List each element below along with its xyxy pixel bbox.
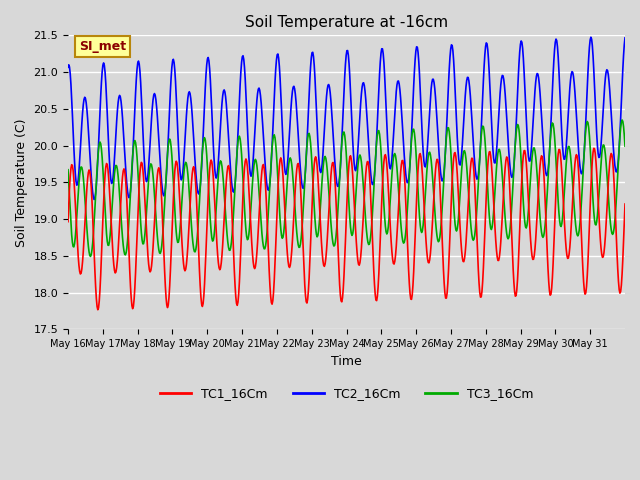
Title: Soil Temperature at -16cm: Soil Temperature at -16cm xyxy=(245,15,448,30)
Y-axis label: Soil Temperature (C): Soil Temperature (C) xyxy=(15,118,28,247)
Legend: TC1_16Cm, TC2_16Cm, TC3_16Cm: TC1_16Cm, TC2_16Cm, TC3_16Cm xyxy=(155,383,538,406)
Text: SI_met: SI_met xyxy=(79,40,126,53)
X-axis label: Time: Time xyxy=(331,355,362,368)
